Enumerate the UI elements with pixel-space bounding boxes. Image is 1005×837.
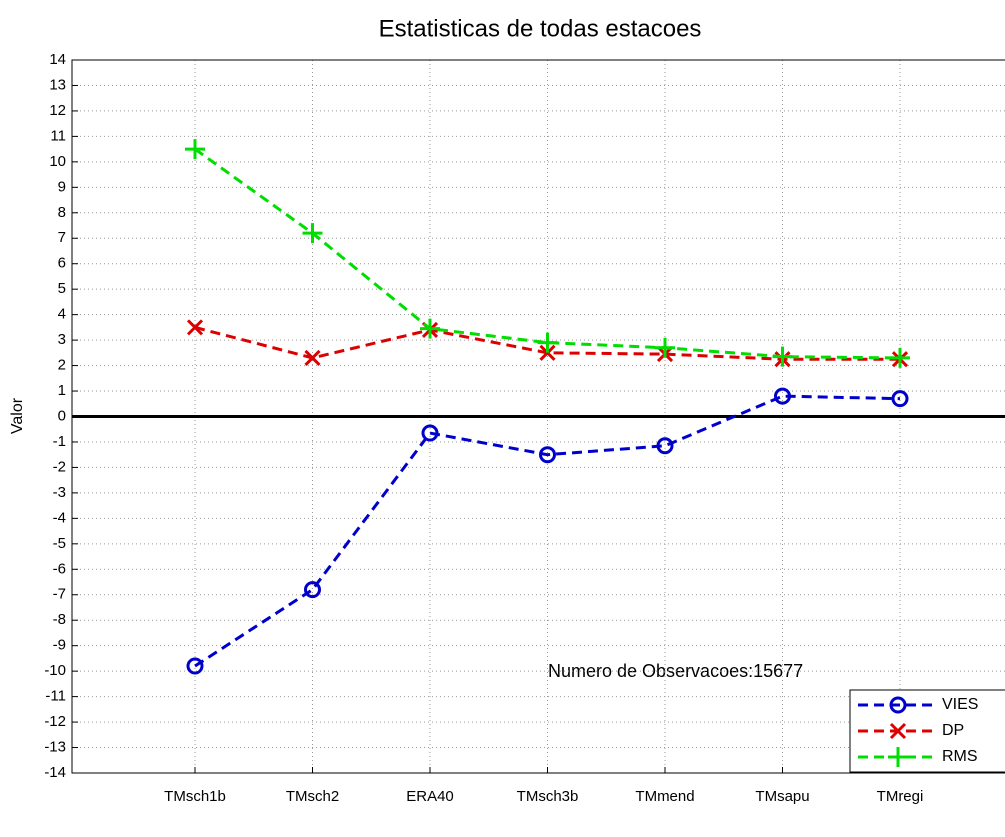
y-tick-label: -9 bbox=[53, 637, 66, 654]
series-line bbox=[194, 394, 901, 668]
point bbox=[888, 747, 908, 767]
point bbox=[655, 337, 675, 358]
y-tick-label: 9 bbox=[58, 178, 66, 195]
y-tick-label: -1 bbox=[53, 433, 66, 450]
point bbox=[539, 446, 556, 464]
y-tick-label: -11 bbox=[45, 688, 66, 705]
point bbox=[420, 318, 440, 339]
annotation: Numero de Observacoes:15677 bbox=[548, 661, 803, 681]
point bbox=[421, 424, 439, 442]
point bbox=[890, 347, 910, 368]
point bbox=[185, 139, 205, 160]
y-tick-label: -4 bbox=[53, 509, 66, 526]
point bbox=[186, 657, 204, 675]
legend-label: DP bbox=[942, 722, 964, 739]
x-tick-label: TMsch2 bbox=[286, 788, 339, 805]
y-tick-label: 4 bbox=[58, 306, 66, 323]
y-tick-label: 6 bbox=[58, 255, 66, 272]
y-tick-label: -12 bbox=[44, 713, 66, 730]
y-tick-label: 14 bbox=[49, 51, 66, 68]
y-tick-label: 7 bbox=[58, 229, 66, 246]
point bbox=[304, 349, 321, 366]
y-tick-label: 10 bbox=[49, 153, 66, 170]
y-tick-label: -6 bbox=[53, 560, 66, 577]
x-tick-label: ERA40 bbox=[406, 788, 454, 805]
y-tick-label: -8 bbox=[53, 611, 66, 628]
legend-label: RMS bbox=[942, 748, 978, 765]
point bbox=[302, 223, 323, 244]
point bbox=[304, 581, 321, 599]
y-tick-label: 13 bbox=[49, 76, 66, 93]
legend-label: VIES bbox=[942, 696, 978, 713]
x-tick-label: TMsch3b bbox=[517, 788, 579, 805]
point bbox=[891, 390, 909, 408]
y-tick-label: 0 bbox=[58, 407, 66, 424]
y-tick-label: 2 bbox=[58, 357, 66, 374]
y-tick-label: 5 bbox=[58, 280, 66, 297]
x-tick-label: TMmend bbox=[635, 788, 694, 805]
y-tick-label: -14 bbox=[44, 764, 66, 781]
point bbox=[539, 344, 556, 361]
point bbox=[656, 437, 674, 455]
point bbox=[537, 332, 558, 353]
point bbox=[774, 387, 791, 405]
y-tick-label: -2 bbox=[53, 458, 66, 475]
y-tick-label: -7 bbox=[53, 586, 66, 603]
y-tick-label: 11 bbox=[50, 127, 66, 144]
x-tick-label: TMregi bbox=[877, 788, 924, 805]
point bbox=[772, 346, 793, 367]
y-tick-label: 12 bbox=[49, 102, 66, 119]
y-tick-label: -10 bbox=[44, 662, 66, 679]
y-tick-label: -3 bbox=[53, 484, 66, 501]
y-tick-label: 1 bbox=[58, 382, 66, 399]
y-tick-label: 8 bbox=[58, 204, 66, 221]
point bbox=[889, 696, 907, 714]
y-tick-label: -13 bbox=[44, 739, 66, 756]
y-tick-label: -5 bbox=[53, 535, 66, 552]
point bbox=[889, 722, 907, 740]
y-axis-label: Valor bbox=[9, 397, 26, 434]
x-tick-label: TMsch1b bbox=[164, 788, 226, 805]
point bbox=[186, 319, 204, 336]
chart-title: Estatisticas de todas estacoes bbox=[379, 15, 702, 42]
y-tick-label: 3 bbox=[58, 331, 66, 348]
x-tick-label: TMsapu bbox=[755, 788, 809, 805]
